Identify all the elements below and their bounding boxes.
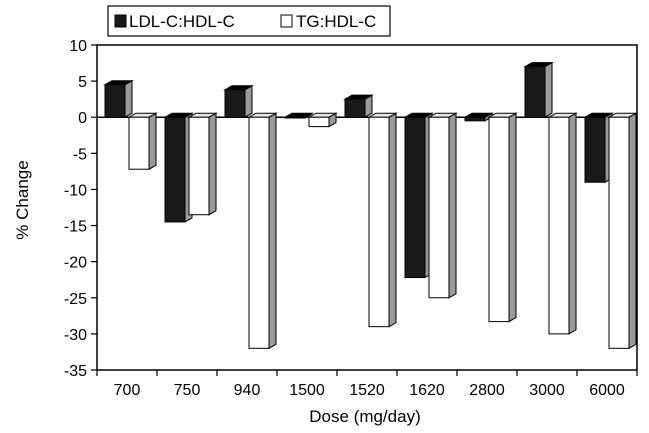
bar-front: [188, 116, 210, 216]
legend: LDL-C:HDL-C TG:HDL-C: [107, 5, 391, 37]
bar-tg-hdl: [247, 112, 278, 350]
bar-tg-hdl: [487, 112, 518, 323]
x-tick-label: 940: [234, 382, 261, 399]
bar-front: [128, 116, 150, 170]
bar-side: [388, 112, 397, 328]
bar-ldl-hdl: [403, 112, 434, 279]
bar-front: [224, 89, 246, 118]
x-axis-label: Dose (mg/day): [309, 407, 420, 426]
bar-ldl-hdl: [343, 94, 374, 119]
y-tick-label: 5: [78, 74, 87, 91]
legend-swatch: [280, 14, 293, 28]
bar-front: [584, 116, 606, 183]
bar-tg-hdl: [187, 112, 218, 216]
bar-ldl-hdl: [103, 79, 134, 119]
bar-front: [284, 116, 306, 119]
y-tick-label: -20: [64, 255, 87, 272]
y-tick-label: 0: [78, 110, 87, 127]
bar-front: [104, 84, 126, 118]
bar-tg-hdl: [607, 112, 638, 350]
bar-front: [308, 116, 330, 128]
x-tick-label: 3000: [529, 382, 565, 399]
x-tick-label: 1500: [289, 382, 325, 399]
legend-box: [107, 5, 391, 37]
x-tick-label: 700: [114, 382, 141, 399]
bar-tg-hdl: [427, 112, 458, 299]
bar-tg-hdl: [127, 112, 158, 171]
bar-side: [268, 112, 277, 350]
bar-ldl-hdl: [223, 84, 254, 119]
y-axis-label: % Change: [13, 160, 32, 239]
legend-label: TG:HDL-C: [296, 12, 376, 31]
bar-side: [544, 61, 553, 119]
y-tick-label: -10: [64, 182, 87, 199]
legend-swatch: [114, 14, 127, 28]
bar-front: [524, 66, 546, 118]
bar-front: [164, 116, 186, 223]
y-tick-label: -30: [64, 327, 87, 344]
y-tick-label: -15: [64, 219, 87, 236]
bar-side: [244, 84, 253, 119]
bar-side: [448, 112, 457, 299]
plot-frame: [96, 44, 638, 371]
bar-ldl-hdl: [283, 112, 314, 119]
bar-ldl-hdl: [163, 112, 194, 223]
x-tick-label: 750: [174, 382, 201, 399]
bar-side: [508, 112, 517, 323]
y-tick-label: 10: [69, 38, 87, 55]
bar-front: [464, 116, 486, 122]
x-tick-label: 1520: [349, 382, 385, 399]
bar-front: [404, 116, 426, 279]
y-tick-label: -25: [64, 291, 87, 308]
bar-ldl-hdl: [463, 112, 494, 122]
bar-tg-hdl: [307, 112, 338, 128]
bar-front: [248, 116, 270, 349]
y-tick-label: -5: [73, 146, 87, 163]
legend-label: LDL-C:HDL-C: [129, 12, 235, 31]
x-tick-label: 2800: [469, 382, 505, 399]
bar-side: [208, 112, 217, 216]
bar-side: [628, 112, 637, 350]
bar-side: [124, 79, 133, 119]
bar-side: [148, 112, 157, 171]
bar-front: [368, 116, 390, 328]
bar-ldl-hdl: [523, 61, 554, 119]
bar-front: [428, 116, 450, 299]
bars: [103, 61, 638, 350]
bar-front: [344, 98, 366, 118]
axes: -35 -30 -25 -20 -15 -10 -5 0 5 10 700 750 940 1500 152…: [64, 38, 638, 399]
bar-front: [488, 116, 510, 323]
bar-front: [548, 116, 570, 335]
bar-ldl-hdl: [583, 112, 614, 184]
bar-tg-hdl: [367, 112, 398, 328]
bar-side: [568, 112, 577, 335]
x-tick-label: 1620: [409, 382, 445, 399]
bar-tg-hdl: [547, 112, 578, 335]
x-tick-label: 6000: [589, 382, 625, 399]
bar-front: [608, 116, 630, 349]
y-tick-label: -35: [64, 363, 87, 380]
